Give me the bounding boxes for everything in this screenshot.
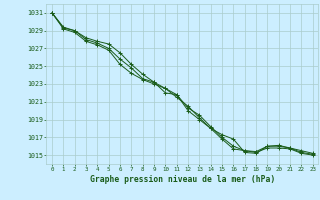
X-axis label: Graphe pression niveau de la mer (hPa): Graphe pression niveau de la mer (hPa) [90,175,275,184]
